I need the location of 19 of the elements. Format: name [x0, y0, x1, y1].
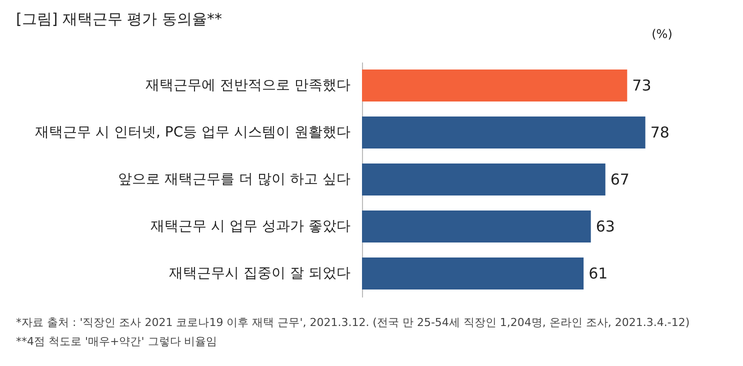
bar — [362, 116, 646, 148]
bar — [362, 210, 591, 242]
y-tick-label: 앞으로 재택근무를 더 많이 하고 싶다 — [118, 172, 350, 188]
text: *자료 출처 : '직장인 조사 2021 코로나19 이후 재택 근무', 2021.3.12. (전국 만 25-54세 직장인 1,204명, 온라인 조사, 2021.3.4.-12) — [16, 316, 690, 329]
data-label: 63 — [596, 218, 615, 236]
text: [그림] 재택근무 평가 동의율** — [16, 10, 223, 28]
bar — [362, 258, 584, 290]
data-label: 61 — [588, 264, 608, 282]
x-axis-title: (%) — [652, 27, 672, 41]
text: **4점 척도로 '매우+약간' 그렇다 비율임 — [16, 335, 218, 348]
y-tick-label: 재택근무 시 인터넷, PC등 업무 시스템이 원활했다 — [35, 124, 350, 140]
y-tick-label: 재택근무 시 업무 성과가 좋았다 — [150, 218, 350, 234]
data-label: 73 — [632, 76, 652, 94]
y-tick-label: 재택근무에 전반적으로 만족했다 — [146, 78, 350, 94]
bar — [362, 70, 628, 102]
data-label: 67 — [610, 170, 630, 188]
bar — [362, 164, 606, 196]
data-label: 78 — [650, 124, 670, 142]
y-tick-label: 재택근무시 집중이 잘 되었다 — [169, 266, 350, 282]
